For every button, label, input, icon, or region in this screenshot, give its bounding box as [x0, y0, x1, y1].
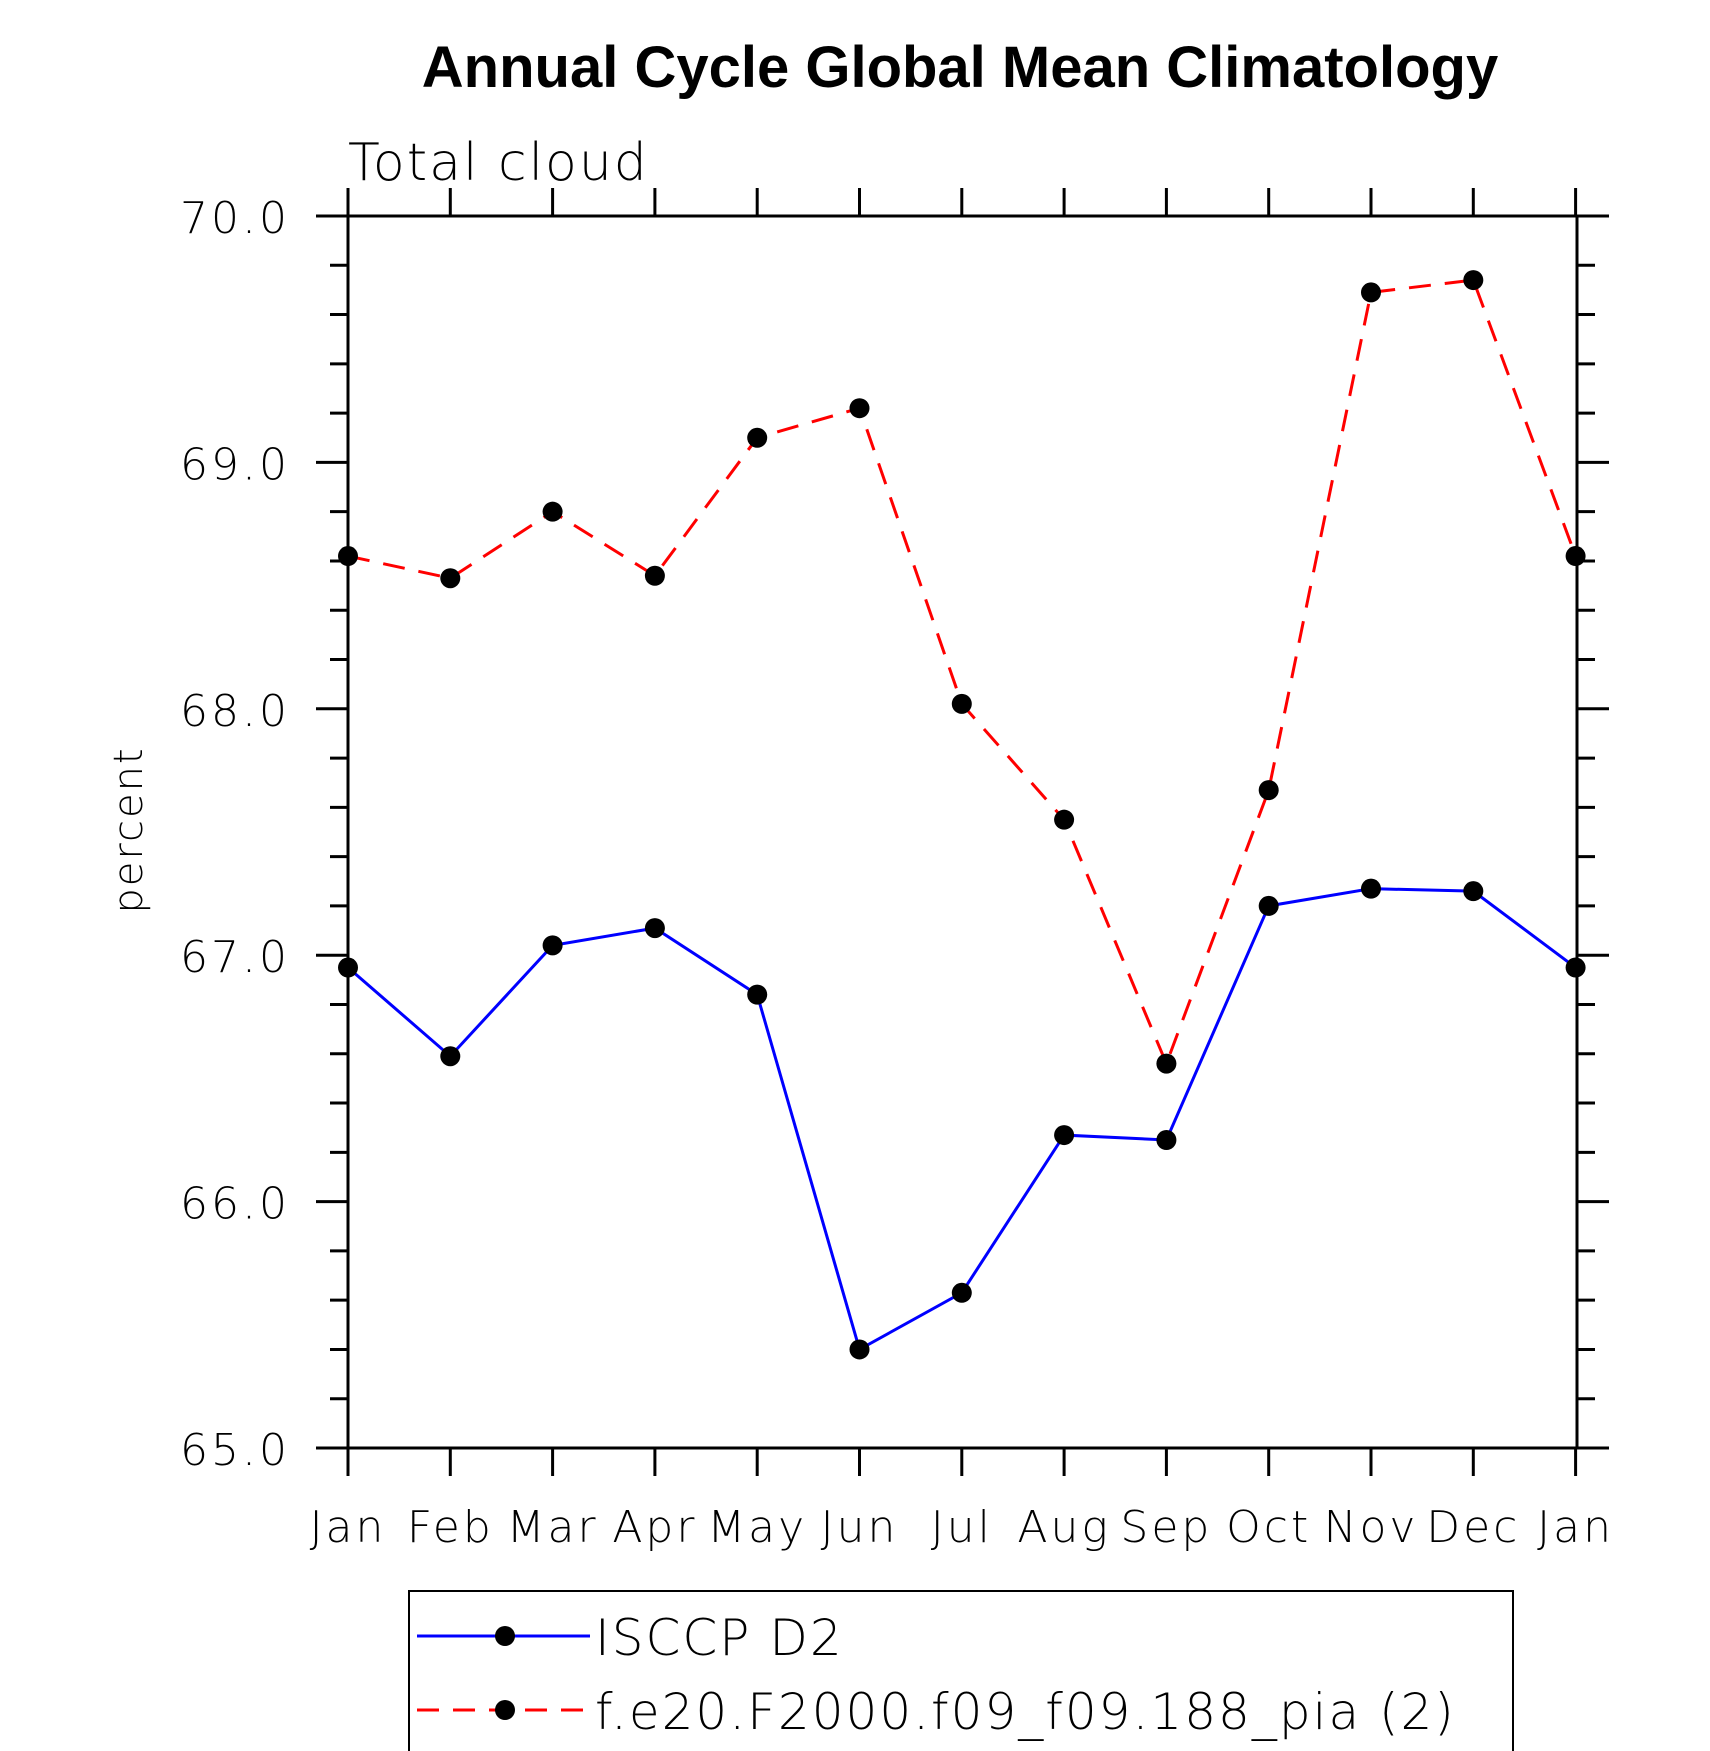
x-tick-label: Sep — [1120, 1502, 1212, 1553]
series-0-point — [542, 935, 563, 956]
chart-subtitle: Total cloud — [348, 133, 649, 193]
y-tick-label: 66.0 — [180, 1179, 290, 1230]
series-1-point — [849, 398, 870, 419]
series-1-point — [1054, 809, 1075, 830]
x-tick-label: Oct — [1226, 1502, 1311, 1553]
series-0-point — [1463, 881, 1484, 902]
legend-marker-model — [495, 1700, 515, 1720]
x-tick-label: Dec — [1426, 1502, 1520, 1553]
chart-title: Annual Cycle Global Mean Climatology — [422, 35, 1498, 100]
x-tick-label: Feb — [407, 1502, 494, 1553]
series-0-point — [1258, 895, 1279, 916]
x-tick-label: Jan — [310, 1502, 387, 1553]
x-tick-label: Mar — [507, 1502, 599, 1553]
series-1-point — [1361, 282, 1381, 303]
series-0-point — [849, 1339, 870, 1360]
x-tick-label: Jan — [1537, 1502, 1614, 1553]
x-tick-label: Jul — [931, 1502, 993, 1553]
series-1-point — [747, 427, 768, 448]
series-0-point — [1361, 878, 1381, 899]
series-1-point — [1463, 270, 1484, 291]
series-1-point — [1258, 780, 1279, 801]
x-tick-label: Aug — [1017, 1502, 1110, 1553]
series-0-point — [644, 918, 665, 939]
plot-frame — [346, 214, 1579, 1450]
y-tick-label: 70.0 — [180, 193, 290, 244]
series-1-point — [1156, 1053, 1177, 1074]
legend-marker-isccp — [495, 1626, 515, 1646]
legend-label-isccp: ISCCP D2 — [595, 1609, 844, 1667]
series-0-point — [1156, 1130, 1177, 1150]
legend-label-model: f.e20.F2000.f09_f09.188_pia (2) — [595, 1683, 1456, 1741]
series-group — [338, 270, 1586, 1360]
series-line-0 — [347, 887, 1577, 1352]
series-0-point — [951, 1282, 972, 1303]
series-0-point — [1054, 1125, 1075, 1146]
x-tick-labels: Jan Feb Mar Apr May Jun Jul Aug Sep Oct Nov Dec Jan — [310, 1502, 1614, 1553]
y-tick-label: 65.0 — [180, 1425, 290, 1476]
axis-ticks — [316, 188, 1609, 1476]
series-line-1 — [347, 278, 1578, 1068]
y-tick-label: 69.0 — [180, 439, 290, 490]
series-0-point — [747, 984, 768, 1005]
series-1-point — [542, 501, 563, 522]
series-0-point — [440, 1046, 461, 1067]
x-tick-label: May — [707, 1502, 807, 1553]
series-1-point — [440, 568, 461, 589]
x-tick-label: Nov — [1324, 1502, 1419, 1553]
y-axis-label: percent — [106, 746, 152, 913]
y-tick-label: 68.0 — [180, 686, 290, 737]
y-tick-label: 67.0 — [180, 932, 290, 983]
x-tick-label: Jun — [821, 1502, 899, 1553]
legend-box — [408, 1590, 1514, 1751]
x-tick-label: Apr — [612, 1502, 697, 1553]
legend: ISCCP D2 f.e20.F2000.f09_f09.188_pia (2) — [408, 1590, 1514, 1751]
series-1-point — [644, 565, 665, 586]
series-1-point — [951, 693, 972, 714]
y-tick-labels: 65.0 66.0 67.0 68.0 69.0 70.0 — [180, 193, 290, 1476]
